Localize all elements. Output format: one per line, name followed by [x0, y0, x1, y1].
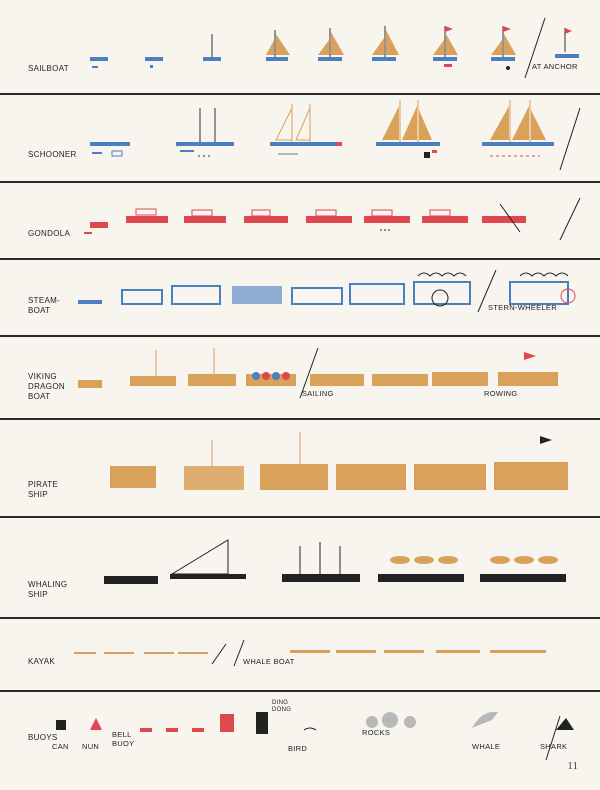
row-rule — [0, 181, 600, 183]
sailboat-sequence — [90, 17, 579, 79]
sublabel-whale: WHALE — [472, 742, 501, 751]
steamboat-sequence — [78, 269, 576, 313]
row-rule — [0, 335, 600, 337]
row-rule — [0, 93, 600, 95]
label-sailboat: SAILBOAT — [28, 64, 69, 73]
label-steamboat: STEAM- BOAT — [28, 296, 61, 315]
sublabel-shark: SHARK — [540, 742, 568, 751]
pirate-sequence — [110, 432, 568, 490]
label-buoys: BUOYS — [28, 733, 58, 742]
label-kayak: KAYAK — [28, 657, 55, 666]
gondola-sequence — [84, 197, 581, 241]
label-whaling: WHALING SHIP — [28, 580, 68, 599]
whaling-sequence — [104, 539, 566, 584]
row-rule — [0, 617, 600, 619]
sublabel-can: CAN — [52, 742, 69, 751]
row-rule — [0, 418, 600, 420]
misc-sequence — [56, 711, 574, 761]
sublabel-nun: NUN — [82, 742, 100, 751]
sublabel-rowing: ROWING — [484, 389, 518, 398]
sublabel-rocks: ROCKS — [362, 728, 391, 737]
sublabel-sailing: SAILING — [302, 389, 334, 398]
label-gondola: GONDOLA — [28, 229, 71, 238]
sublabel-stern-wheeler: STERN-WHEELER — [488, 303, 557, 312]
label-pirate: PIRATE SHIP — [28, 480, 59, 499]
label-schooner: SCHOONER — [28, 150, 77, 159]
sublabel-at-anchor: AT ANCHOR — [532, 62, 578, 71]
sublabel-ding-dong: DING DONG — [272, 700, 292, 713]
sublabel-bird: BIRD — [288, 744, 308, 753]
row-rule — [0, 258, 600, 260]
label-viking: VIKING DRAGON BOAT — [28, 372, 65, 401]
page-number: 11 — [567, 760, 578, 772]
viking-sequence — [78, 347, 558, 399]
kayak-sequence — [74, 639, 546, 667]
row-rule — [0, 516, 600, 518]
schooner-sequence — [90, 100, 581, 171]
sublabel-whale-boat: WHALE BOAT — [243, 657, 295, 666]
sublabel-bell-buoy: BELL BUOY — [112, 730, 135, 748]
row-rule — [0, 690, 600, 692]
